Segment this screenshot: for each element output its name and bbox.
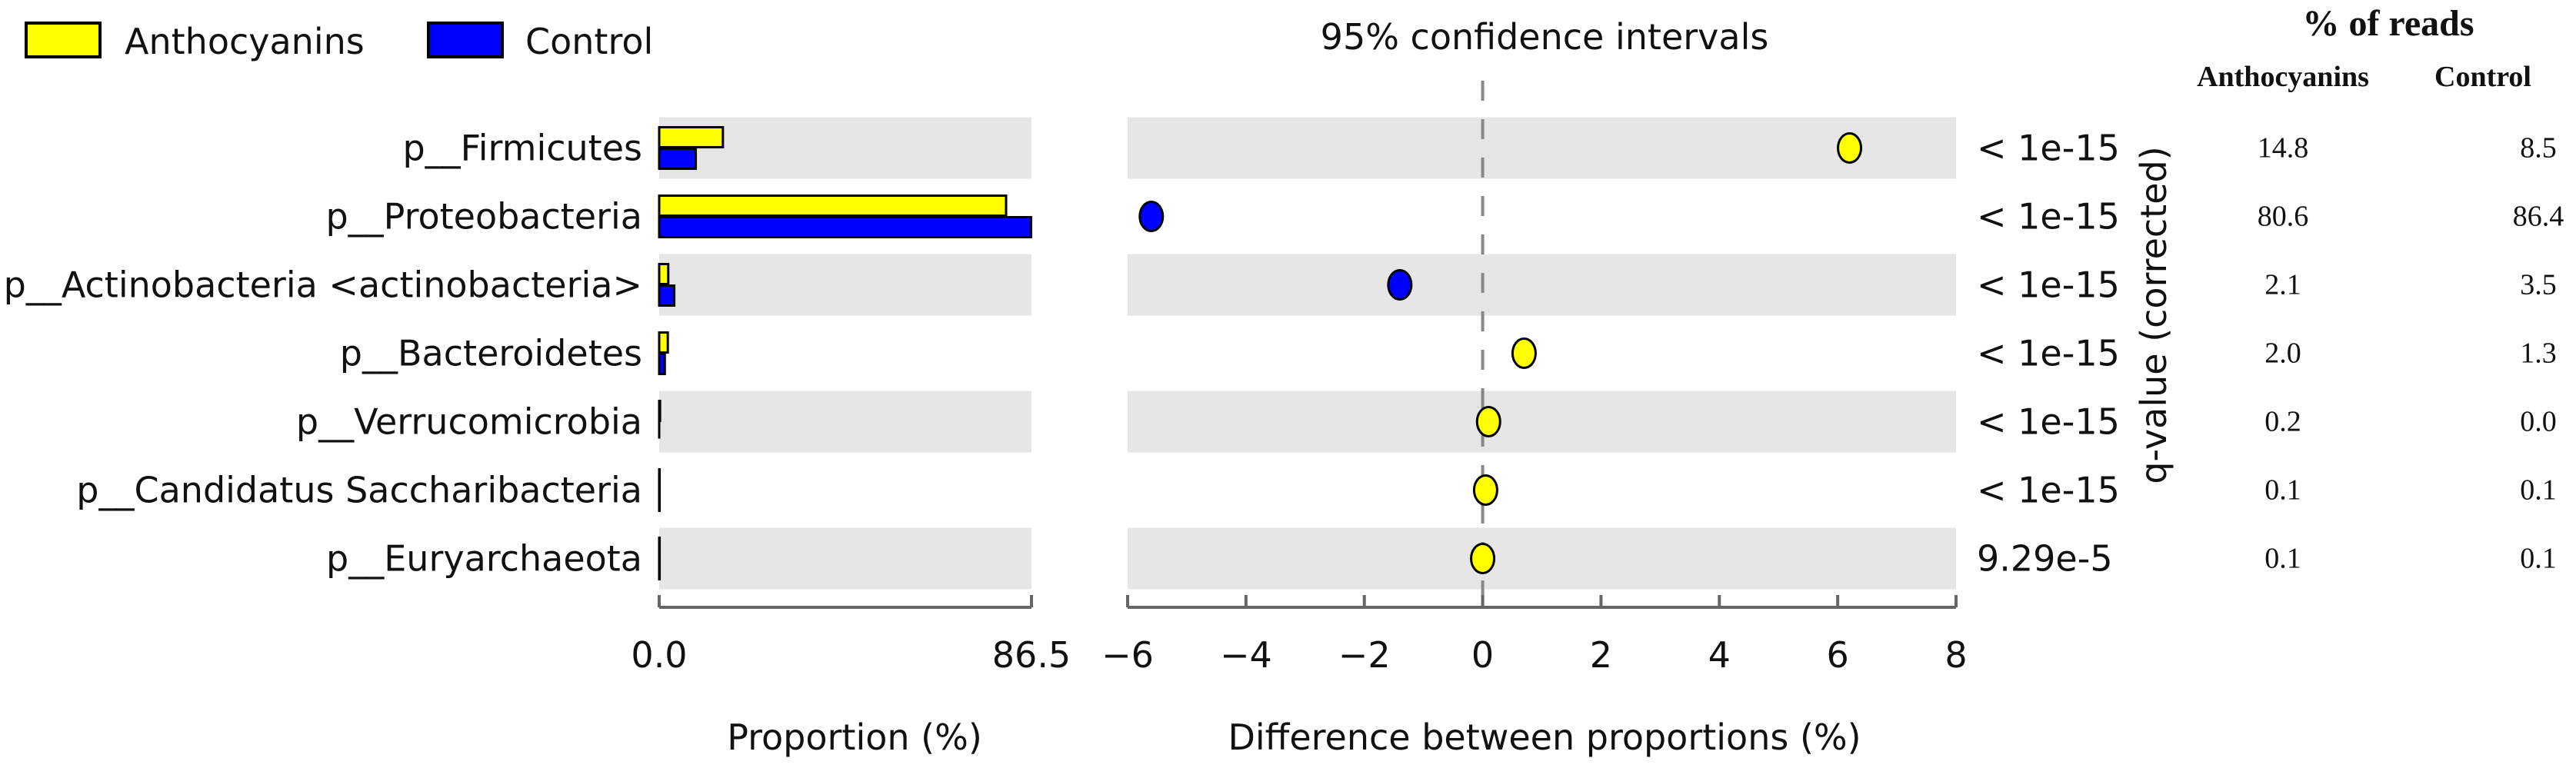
legend: Anthocyanins Control — [25, 21, 653, 62]
reads-value-anthocyanins: 0.2 — [2264, 406, 2301, 438]
row-band-difference — [1128, 254, 1956, 316]
bar-control — [658, 490, 661, 512]
reads-table-title: % of reads — [2302, 3, 2474, 44]
proportion-axis: Proportion (%) 0.0 86.5 — [631, 595, 1071, 758]
difference-tick-label: −4 — [1220, 634, 1272, 676]
bar-control — [658, 216, 1032, 238]
reads-table-header-anthocyanins: Anthocyanins — [2197, 61, 2369, 93]
difference-tick-label: −6 — [1101, 634, 1154, 676]
reads-value-anthocyanins: 0.1 — [2264, 543, 2301, 575]
category-label: p__Euryarchaeota — [326, 538, 642, 580]
bar-anthocyanins — [658, 126, 725, 148]
difference-tick-label: 2 — [1590, 634, 1612, 676]
row-band-proportion — [659, 254, 1031, 316]
qvalue-label: < 1e-15 — [1977, 264, 2120, 306]
qvalue-axis-label: q-value (corrected) — [2133, 146, 2174, 484]
category-label: p__Bacteroidetes — [340, 333, 642, 374]
difference-points — [1138, 132, 1863, 574]
reads-value-anthocyanins: 2.1 — [2264, 269, 2301, 301]
reads-value-control: 3.5 — [2520, 269, 2557, 301]
row-band-difference — [1128, 527, 1956, 590]
row-band-proportion — [659, 391, 1031, 453]
difference-tick-label: 0 — [1471, 634, 1494, 676]
bar-control — [658, 353, 666, 375]
reads-value-anthocyanins: 0.1 — [2264, 474, 2301, 507]
proportion-tick-label: 0.0 — [631, 634, 687, 676]
bar-control — [658, 148, 698, 170]
bar-anthocyanins — [658, 331, 669, 354]
difference-point — [1387, 269, 1413, 301]
category-label: p__Actinobacteria <actinobacteria> — [4, 264, 642, 306]
difference-axis-title: 95% confidence intervals — [1321, 16, 1769, 58]
qvalue-label: < 1e-15 — [1977, 401, 2120, 443]
difference-tick-label: 6 — [1827, 634, 1849, 676]
qvalue-label: 9.29e-5 — [1977, 538, 2113, 580]
difference-point — [1837, 132, 1863, 164]
qvalue-labels: < 1e-15 < 1e-15 < 1e-15 < 1e-15 < 1e-15 < 1e-… — [1977, 128, 2120, 580]
category-label: p__Proteobacteria — [325, 196, 642, 238]
reads-value-control: 86.4 — [2513, 201, 2564, 233]
difference-tick-label: 8 — [1944, 634, 1967, 676]
reads-table-header-control: Control — [2434, 61, 2531, 93]
bar-anthocyanins — [658, 194, 1008, 217]
legend-swatch-control — [427, 22, 504, 58]
bar-anthocyanins — [658, 468, 661, 490]
bar-anthocyanins — [658, 537, 661, 559]
category-label: p__Candidatus Saccharibacteria — [76, 470, 642, 511]
category-labels: p__Firmicutes p__Proteobacteria p__Actinob… — [4, 128, 642, 580]
proportion-tick-label: 86.5 — [992, 634, 1071, 676]
difference-point — [1475, 406, 1501, 437]
row-band-proportion — [659, 527, 1031, 590]
reads-value-control: 8.5 — [2520, 132, 2557, 165]
row-band-difference — [1128, 117, 1956, 179]
proportion-bars — [658, 126, 1032, 580]
qvalue-label: < 1e-15 — [1977, 333, 2120, 374]
qvalue-label: < 1e-15 — [1977, 128, 2120, 169]
qvalue-label: < 1e-15 — [1977, 196, 2120, 238]
proportion-axis-label: Proportion (%) — [727, 716, 982, 758]
difference-axis-label: Difference between proportions (%) — [1228, 716, 1861, 758]
reads-value-control: 0.1 — [2520, 543, 2557, 575]
reads-value-control: 0.1 — [2520, 474, 2557, 507]
legend-label-control: Control — [525, 21, 653, 62]
reads-value-anthocyanins: 80.6 — [2258, 201, 2309, 233]
difference-tick-label: 4 — [1708, 634, 1731, 676]
bar-control — [658, 284, 676, 307]
difference-axis: Difference between proportions (%) 95% c… — [1101, 16, 1968, 758]
reads-table: 14.8 8.5 80.6 86.4 2.1 3.5 2.0 1.3 0.2 0.0 0.1 0.1 0… — [2258, 132, 2564, 575]
bar-anthocyanins — [658, 400, 661, 422]
legend-label-anthocyanins: Anthocyanins — [125, 21, 365, 62]
bar-control — [658, 558, 661, 580]
reads-value-anthocyanins: 2.0 — [2264, 337, 2301, 370]
difference-point — [1470, 543, 1496, 574]
row-bands — [659, 81, 1956, 601]
category-label: p__Verrucomicrobia — [296, 401, 642, 443]
legend-swatch-anthocyanins — [25, 22, 102, 58]
reads-value-anthocyanins: 14.8 — [2258, 132, 2309, 165]
difference-tick-label: −2 — [1338, 634, 1391, 676]
bar-anthocyanins — [658, 263, 670, 285]
reads-value-control: 1.3 — [2520, 337, 2557, 370]
row-band-difference — [1128, 391, 1956, 453]
difference-point — [1511, 337, 1537, 369]
qvalue-label: < 1e-15 — [1977, 470, 2120, 511]
difference-point — [1138, 201, 1165, 232]
category-label: p__Firmicutes — [402, 128, 642, 169]
reads-value-control: 0.0 — [2520, 406, 2557, 438]
difference-point — [1472, 474, 1498, 506]
